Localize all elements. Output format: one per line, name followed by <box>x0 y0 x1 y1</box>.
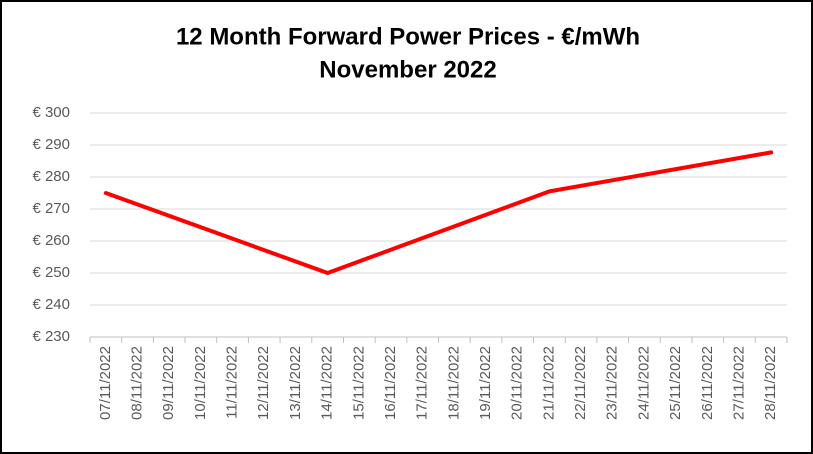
x-tick-label: 09/11/2022 <box>160 346 177 420</box>
x-tick-label: 08/11/2022 <box>128 346 145 420</box>
x-tick-label: 24/11/2022 <box>635 346 652 420</box>
x-tick-label: 26/11/2022 <box>699 346 716 420</box>
x-tick-label: 14/11/2022 <box>319 346 336 420</box>
x-tick-label: 07/11/2022 <box>97 346 114 420</box>
y-tick-label: € 250 <box>32 264 70 281</box>
y-tick-label: € 240 <box>32 296 70 313</box>
x-tick-label: 19/11/2022 <box>477 346 494 420</box>
chart-title: 12 Month Forward Power Prices - €/mWh <box>176 23 640 50</box>
y-tick-label: € 260 <box>32 232 70 249</box>
chart-subtitle: November 2022 <box>319 56 496 83</box>
x-tick-label: 27/11/2022 <box>730 346 747 420</box>
x-tick-label: 23/11/2022 <box>604 346 621 420</box>
x-tick-label: 17/11/2022 <box>414 346 431 420</box>
x-tick-label: 20/11/2022 <box>509 346 526 420</box>
x-tick-label: 10/11/2022 <box>192 346 209 420</box>
x-tick-label: 21/11/2022 <box>540 346 557 420</box>
y-tick-label: € 300 <box>32 104 70 121</box>
x-tick-label: 11/11/2022 <box>224 346 241 419</box>
x-tick-label: 15/11/2022 <box>350 346 367 420</box>
x-tick-label: 12/11/2022 <box>255 346 272 420</box>
y-tick-label: € 290 <box>32 136 70 153</box>
x-tick-label: 13/11/2022 <box>287 346 304 420</box>
x-tick-label: 18/11/2022 <box>445 346 462 420</box>
y-tick-label: € 280 <box>32 168 70 185</box>
y-tick-label: € 230 <box>32 328 70 345</box>
x-tick-label: 25/11/2022 <box>667 346 684 420</box>
x-tick-label: 16/11/2022 <box>382 346 399 420</box>
y-tick-label: € 270 <box>32 200 70 217</box>
x-tick-label: 28/11/2022 <box>762 346 779 420</box>
x-tick-label: 22/11/2022 <box>572 346 589 420</box>
line <box>103 150 774 275</box>
